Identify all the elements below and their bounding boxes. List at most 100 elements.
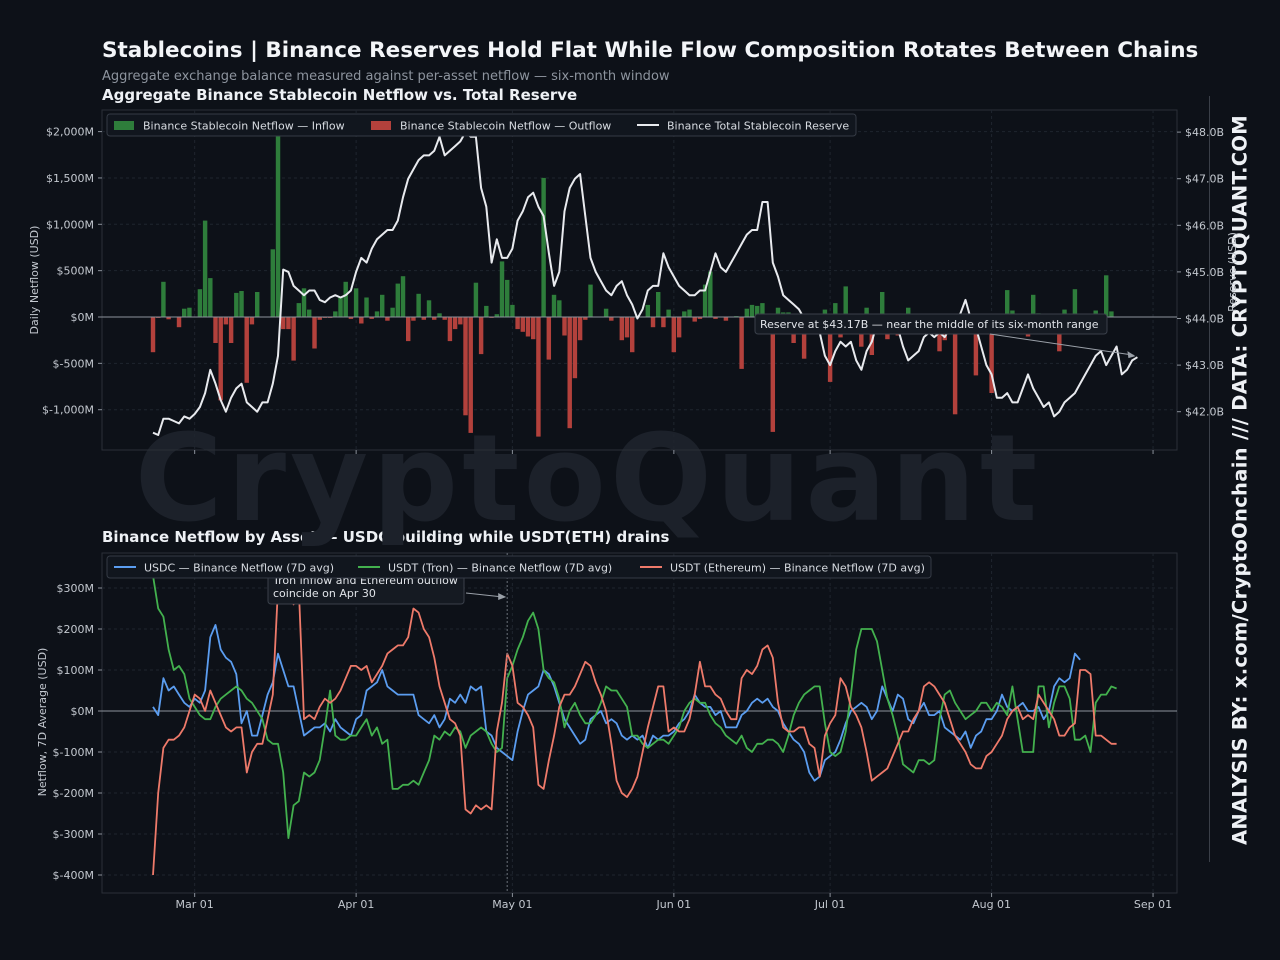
panel1-y2tick-label: $42.0B (1185, 406, 1224, 419)
outflow-bar (989, 317, 994, 393)
x-axis-tick-label: Sep 01 (1134, 898, 1172, 911)
panel2-title: Binance Netflow by Asset — USDC building… (102, 528, 670, 546)
outflow-bar (432, 317, 437, 320)
outflow-bar (692, 317, 697, 322)
panel1-legend (106, 113, 857, 137)
cryptoquant-watermark: CryptoQuant (135, 410, 1041, 549)
reserve-annotation-arrow (989, 333, 1134, 356)
inflow-bar (484, 305, 489, 317)
inflow-bar (395, 283, 401, 317)
panel1-y2tick-label: $44.0B (1185, 313, 1224, 326)
inflow-bar (541, 177, 546, 317)
reserve-annotation-box (754, 313, 1108, 335)
outflow-bar (650, 317, 656, 328)
outflow-bar (531, 317, 536, 340)
inflow-bar (499, 261, 505, 317)
inflow-bar (1005, 290, 1010, 317)
outflow-bar (223, 317, 229, 325)
outflow-bar (713, 317, 718, 319)
inflow-bar (494, 314, 500, 317)
panel1-y2tick-label: $46.0B (1185, 219, 1224, 232)
inflow-bar (645, 304, 651, 317)
panel1-legend-label: Binance Total Stablecoin Reserve (667, 120, 849, 133)
inflow-bar (353, 288, 359, 317)
reserve-annotation: Reserve at $43.17B — near the middle of … (760, 318, 1099, 331)
outflow-bar (478, 317, 484, 355)
inflow-bar (239, 291, 244, 317)
flow-annotation-arrowhead (498, 593, 507, 600)
legend-swatch (371, 121, 391, 130)
panel2-legend-label: USDT (Tron) — Binance Netflow (7D avg) (388, 562, 612, 575)
panel1-ytick-label: $-500M (53, 357, 94, 370)
inflow-bar (687, 309, 692, 317)
inflow-bar (557, 300, 562, 317)
inflow-bar (505, 279, 510, 317)
outflow-bar (348, 317, 354, 319)
panel2-ytick-label: $-400M (53, 869, 94, 882)
inflow-bar (551, 294, 557, 317)
outflow-bar (442, 317, 447, 320)
inflow-bar (343, 281, 348, 317)
inflow-bar (906, 307, 911, 317)
inflow-bar (202, 220, 208, 317)
panel1-y2tick-label: $47.0B (1185, 173, 1224, 186)
inflow-bar (1031, 294, 1036, 317)
inflow-bar (708, 271, 713, 317)
usdt-eth-line (152, 587, 1117, 876)
inflow-bar (588, 284, 593, 317)
x-axis-tick-label: Mar 01 (176, 898, 214, 911)
x-axis-tick-label: Apr 01 (338, 898, 375, 911)
inflow-bar (338, 297, 343, 317)
inflow-bar (234, 292, 239, 317)
inflow-bar (270, 249, 276, 317)
usdc-line (152, 624, 1081, 782)
inflow-bar (426, 300, 432, 317)
inflow-bar (1104, 275, 1109, 317)
flow-annotation-arrow (465, 592, 504, 598)
panel2-legend (106, 555, 932, 579)
inflow-bar (775, 307, 781, 317)
inflow-bar (416, 293, 421, 317)
panel2-ylabel: Netflow, 7D Average (USD) (36, 648, 49, 797)
panel1-y2tick-label: $48.0B (1185, 126, 1224, 139)
panel1-ytick-label: $1,500M (46, 172, 94, 185)
inflow-bar (400, 276, 406, 317)
page-subtitle: Aggregate exchange balance measured agai… (102, 69, 670, 84)
inflow-bar (843, 286, 848, 317)
inflow-bar (744, 308, 750, 317)
inflow-bar (833, 303, 838, 317)
outflow-bar (468, 317, 473, 433)
outflow-bar (369, 317, 374, 319)
outflow-bar (525, 317, 531, 337)
outflow-bar (676, 317, 682, 338)
panel1-ytick-label: $2,000M (46, 126, 94, 139)
panel1-legend-label: Binance Stablecoin Netflow — Outflow (400, 120, 611, 133)
outflow-bar (291, 317, 296, 361)
inflow-bar (656, 292, 661, 317)
outflow-bar (312, 317, 317, 349)
panel2-ytick-label: $200M (57, 623, 95, 636)
side-divider (1209, 96, 1210, 862)
outflow-bar (421, 317, 427, 320)
x-axis-tick-label: Jul 01 (814, 898, 846, 911)
panel2-ytick-label: $300M (57, 582, 95, 595)
inflow-bar (275, 131, 281, 317)
outflow-bar (869, 317, 875, 355)
inflow-bar (161, 281, 166, 317)
outflow-bar (952, 317, 958, 415)
inflow-bar (333, 311, 338, 317)
inflow-bar (364, 297, 369, 317)
x-axis-tick-label: May 01 (492, 898, 532, 911)
panel1-y2label: Reserve (USD) (1226, 232, 1239, 312)
panel1-legend-label: Binance Stablecoin Netflow — Inflow (143, 120, 345, 133)
panel1-ytick-label: $-1,000M (42, 404, 94, 417)
panel1-y2tick-label: $43.0B (1185, 359, 1224, 372)
inflow-bar (682, 311, 687, 317)
inflow-bar (1109, 311, 1114, 317)
panel1-ytick-label: $1,000M (46, 218, 94, 231)
legend-swatch (114, 121, 134, 130)
outflow-bar (723, 317, 729, 321)
inflow-bar (255, 292, 260, 317)
outflow-bar (166, 317, 171, 320)
panel2-frame (101, 552, 1178, 894)
